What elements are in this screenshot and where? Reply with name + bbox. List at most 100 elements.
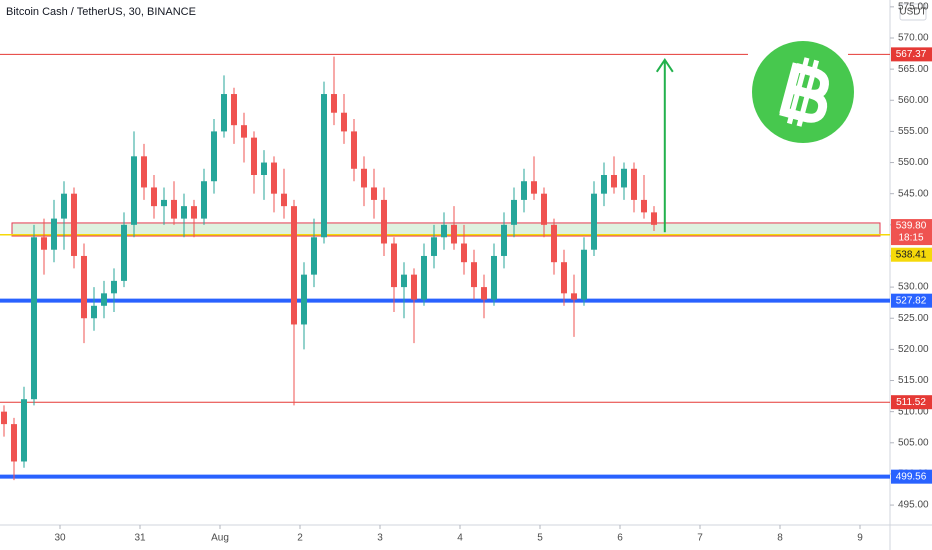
candle-body xyxy=(1,411,7,425)
candle-body xyxy=(11,424,17,462)
candle-body xyxy=(311,237,317,275)
candle-body xyxy=(291,206,297,325)
candle-body xyxy=(281,193,287,207)
x-tick-label: 3 xyxy=(377,533,383,544)
candle-body xyxy=(561,262,567,294)
candle-body xyxy=(211,131,217,182)
x-tick-label: 4 xyxy=(457,533,463,544)
candle-body xyxy=(491,255,497,300)
level-label: 499.56 xyxy=(896,471,927,482)
candle-body xyxy=(391,243,397,288)
candle-body xyxy=(51,218,57,250)
logo-symbol xyxy=(779,57,829,127)
level-label: 527.82 xyxy=(896,295,927,306)
candle-body xyxy=(651,212,657,225)
last-price-box xyxy=(891,219,932,246)
x-tick-label: 30 xyxy=(54,533,66,544)
candle-body xyxy=(581,249,587,300)
candle-body xyxy=(41,237,47,250)
y-tick-label: 515.00 xyxy=(898,375,929,386)
candle-body xyxy=(621,168,627,188)
level-label: 511.52 xyxy=(896,397,926,408)
level-label-box xyxy=(891,395,932,410)
candle-body xyxy=(301,274,307,325)
candle-body xyxy=(371,187,377,200)
candle-body xyxy=(541,193,547,225)
candle-body xyxy=(251,137,257,175)
candle-body xyxy=(321,94,327,238)
logo-stroke xyxy=(796,59,820,127)
x-tick-label: 2 xyxy=(297,533,303,544)
y-tick-label: 495.00 xyxy=(898,500,929,511)
y-tick-label: 560.00 xyxy=(898,95,929,106)
candle-body xyxy=(221,94,227,132)
x-tick-label: Aug xyxy=(211,533,229,544)
candle-body xyxy=(551,224,557,263)
currency-label: USDT xyxy=(899,7,926,18)
candle-body xyxy=(611,175,617,188)
candle-body xyxy=(631,168,637,200)
candle-body xyxy=(641,199,647,213)
candle-body xyxy=(571,293,577,300)
plot-area xyxy=(0,53,890,481)
level-label-box xyxy=(891,47,932,62)
candle-body xyxy=(171,199,177,219)
y-tick-label: 575.00 xyxy=(898,1,929,12)
candle-body xyxy=(361,168,367,188)
y-tick-label: 505.00 xyxy=(898,437,929,448)
y-tick-label: 570.00 xyxy=(898,33,929,44)
candle-body xyxy=(401,274,407,288)
candle-body xyxy=(261,162,267,175)
candle-body xyxy=(91,305,97,319)
logo-stroke xyxy=(786,57,810,125)
x-tick-label: 6 xyxy=(617,533,623,544)
candle-body xyxy=(201,181,207,219)
logo-b xyxy=(779,62,829,123)
candle-body xyxy=(511,199,517,225)
support-label-box xyxy=(891,247,932,262)
candle-body xyxy=(441,224,447,238)
arrow xyxy=(655,57,674,233)
candle-body xyxy=(111,280,117,294)
candle-body xyxy=(21,399,27,462)
x-tick-label: 5 xyxy=(537,533,543,544)
x-tick-label: 8 xyxy=(777,533,783,544)
candle-body xyxy=(161,199,167,207)
support-label: 538.41 xyxy=(896,249,927,260)
level-label: 567.37 xyxy=(896,49,927,60)
candle-body xyxy=(131,156,137,225)
candle-body xyxy=(121,224,127,281)
candle-body xyxy=(411,274,417,300)
candle-body xyxy=(61,193,67,219)
level-label-box xyxy=(891,293,932,308)
candle-body xyxy=(481,287,487,300)
x-tick-label: 31 xyxy=(134,533,146,544)
candle-body xyxy=(271,162,277,194)
candle-body xyxy=(181,206,187,219)
x-tick-label: 7 xyxy=(697,533,703,544)
level-label-box xyxy=(891,469,932,484)
candle-body xyxy=(101,293,107,306)
y-tick-label: 530.00 xyxy=(898,282,929,293)
candle-body xyxy=(601,175,607,194)
candle-body xyxy=(521,181,527,200)
candle-body xyxy=(431,237,437,256)
chart-title: Bitcoin Cash / TetherUS, 30, BINANCE xyxy=(6,6,196,18)
candle-body xyxy=(141,156,147,188)
currency-badge[interactable] xyxy=(899,3,927,21)
countdown-label: 18:15 xyxy=(898,233,923,244)
candle-body xyxy=(331,94,337,113)
x-tick-label: 9 xyxy=(857,533,863,544)
candle-body xyxy=(241,125,247,138)
y-tick-label: 520.00 xyxy=(898,344,929,355)
candle-body xyxy=(351,131,357,169)
candle-body xyxy=(471,262,477,288)
candle-body xyxy=(31,237,37,400)
y-tick-label: 565.00 xyxy=(898,64,929,75)
last-price-label: 539.80 xyxy=(896,221,927,232)
candle-body xyxy=(341,112,347,132)
bitcoin-cash-logo xyxy=(748,41,854,143)
candle-body xyxy=(501,224,507,256)
y-tick-label: 525.00 xyxy=(898,313,929,324)
